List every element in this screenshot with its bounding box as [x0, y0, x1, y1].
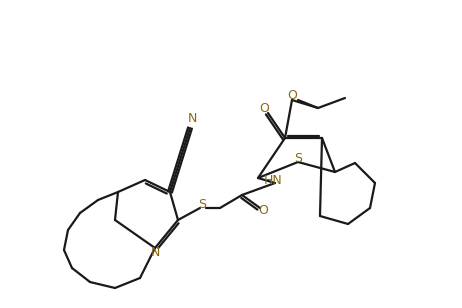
Text: S: S — [294, 152, 302, 164]
Text: N: N — [187, 111, 197, 124]
Text: HN: HN — [264, 173, 282, 187]
Text: S: S — [198, 198, 206, 212]
Text: N: N — [150, 245, 160, 258]
Text: O: O — [259, 102, 269, 115]
Text: O: O — [287, 88, 297, 102]
Text: O: O — [258, 205, 268, 217]
